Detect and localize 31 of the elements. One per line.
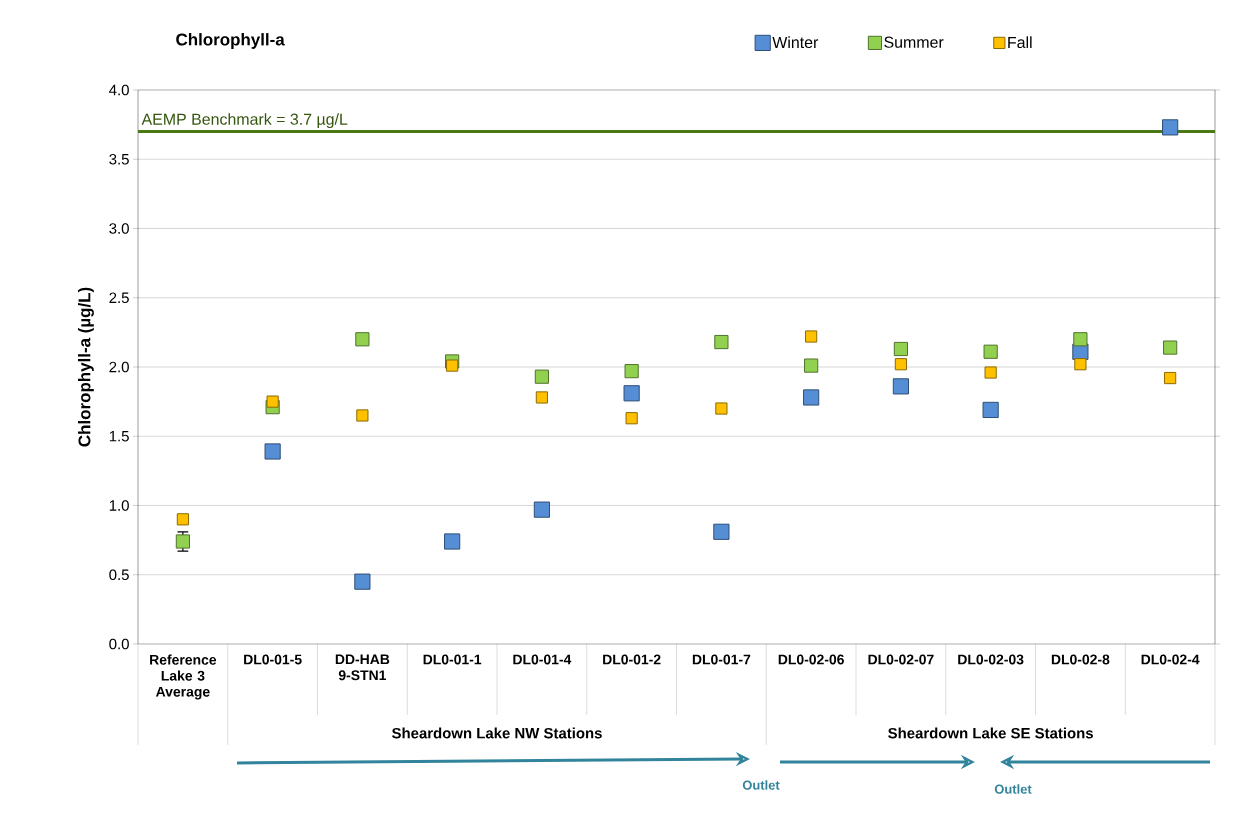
x-tick-label: DL0-01-1 — [423, 654, 482, 665]
x-tick-label: DD-HAB 9-STN1 — [335, 654, 390, 681]
x-tick-label: DL0-02-8 — [1051, 654, 1110, 665]
x-tick-label: DL0-01-5 — [244, 654, 302, 665]
y-tick-label: 1.0 — [109, 500, 129, 511]
text: Sheardown Lake SE Stations — [888, 727, 1093, 739]
x-tick-label: DL0-02-4 — [1141, 654, 1200, 665]
y-axis-title: Chlorophyll-a (µg/L) — [78, 287, 94, 447]
chart-title: Chlorophyll-a — [176, 33, 285, 49]
legend-label: Winter — [772, 36, 819, 49]
y-tick-label: 2.5 — [109, 292, 129, 304]
y-tick-label: 0.0 — [109, 638, 129, 650]
legend-label: Summer — [884, 36, 944, 48]
y-tick-label: 4.0 — [109, 84, 129, 96]
x-tick-label: DL0-01-2 — [603, 654, 661, 665]
y-tick-label: 2.0 — [109, 361, 129, 373]
y-tick-label: 3.0 — [109, 223, 129, 234]
x-tick-label: DL0-02-07 — [868, 654, 934, 665]
text: Outlet — [994, 784, 1032, 794]
y-tick-label: 1.5 — [109, 431, 129, 442]
ref-line-label: AEMP Benchmark = 3.7 µg/L — [141, 113, 348, 129]
x-tick-label: DL0-02-03 — [958, 654, 1024, 665]
text: Sheardown Lake NW Stations — [391, 727, 602, 739]
x-tick-label: DL0-01-7 — [692, 654, 751, 665]
x-tick-label: Reference Lake 3 Average — [150, 654, 217, 700]
legend-label: Fall — [1008, 36, 1032, 49]
y-tick-label: 0.5 — [109, 569, 129, 581]
x-tick-label: DL0-01-4 — [513, 654, 572, 665]
x-tick-label: DL0-02-06 — [778, 654, 844, 665]
text: Outlet — [742, 780, 780, 790]
y-tick-label: 3.5 — [109, 153, 129, 165]
